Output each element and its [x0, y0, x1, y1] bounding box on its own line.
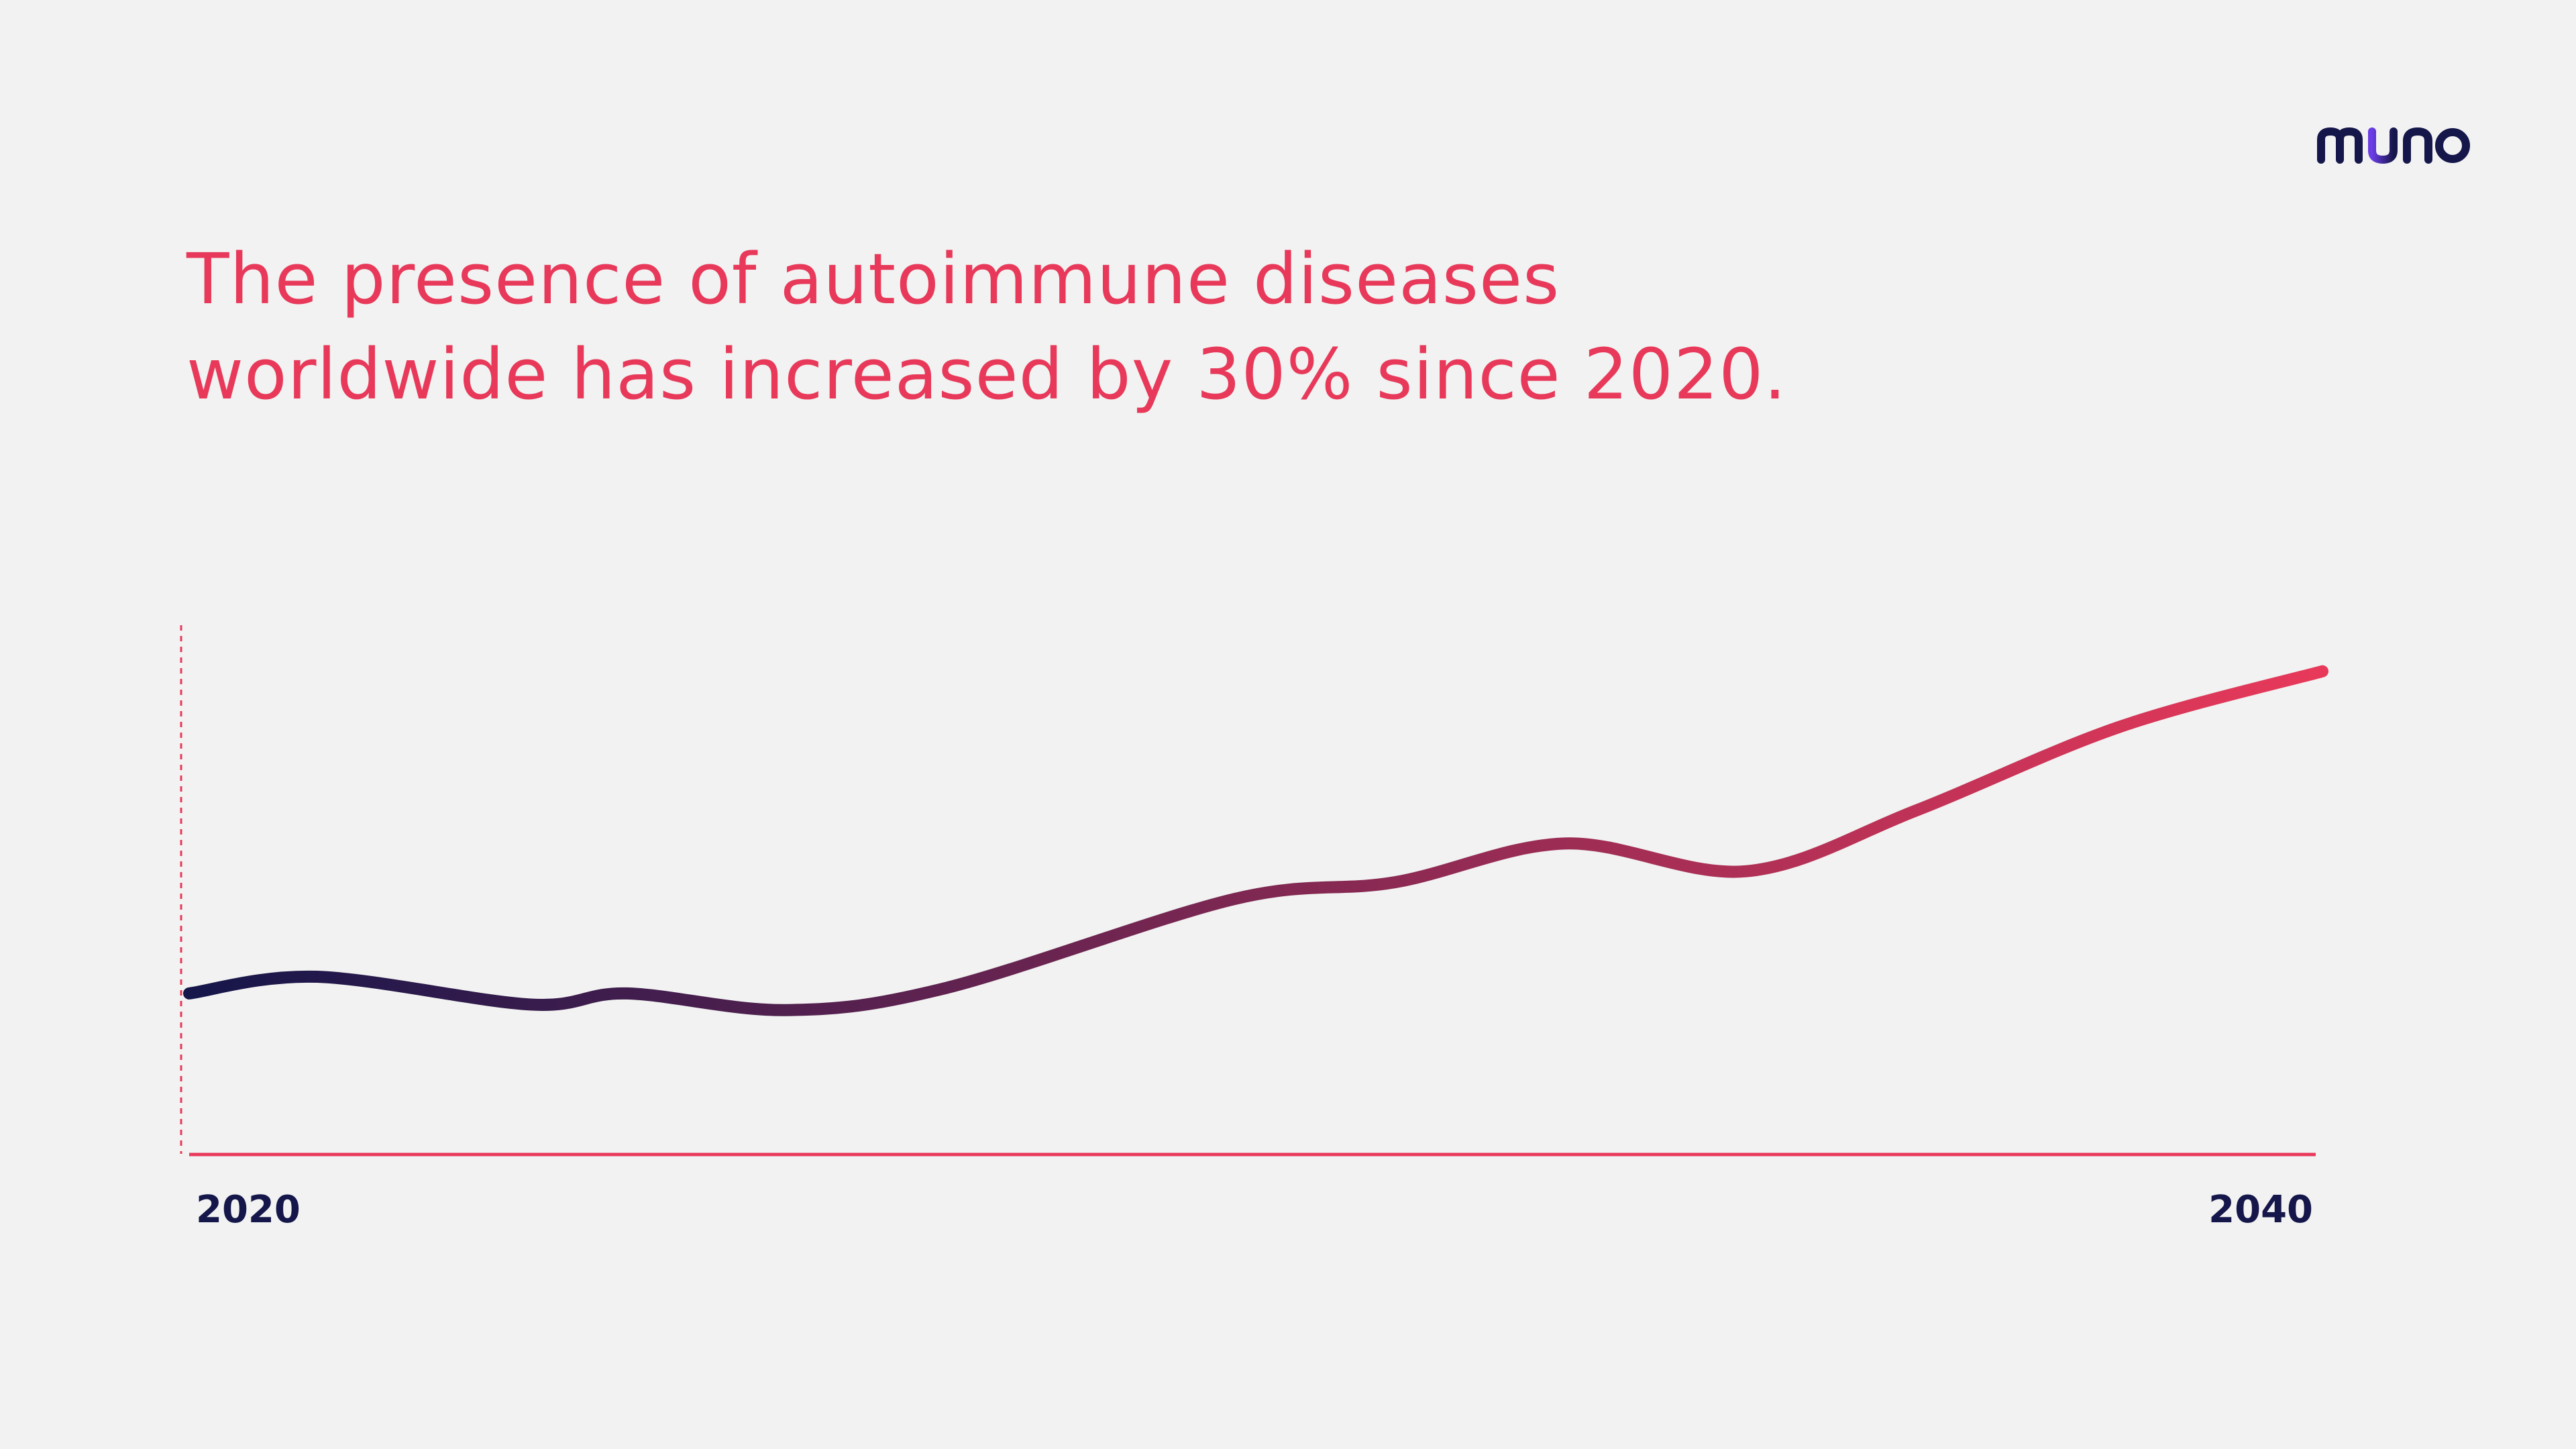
headline-line-2: worldwide has increased by 30% since 202…: [186, 333, 1787, 415]
series-line: [183, 665, 2328, 1016]
headline-line-1: The presence of autoimmune diseases: [186, 238, 1560, 320]
muno-logo: muno: [2317, 127, 2470, 164]
x-tick-label-start: 2020: [196, 1188, 301, 1232]
x-tick-label-end: 2040: [2208, 1188, 2313, 1232]
headline: The presence of autoimmune diseases worl…: [186, 231, 1998, 422]
